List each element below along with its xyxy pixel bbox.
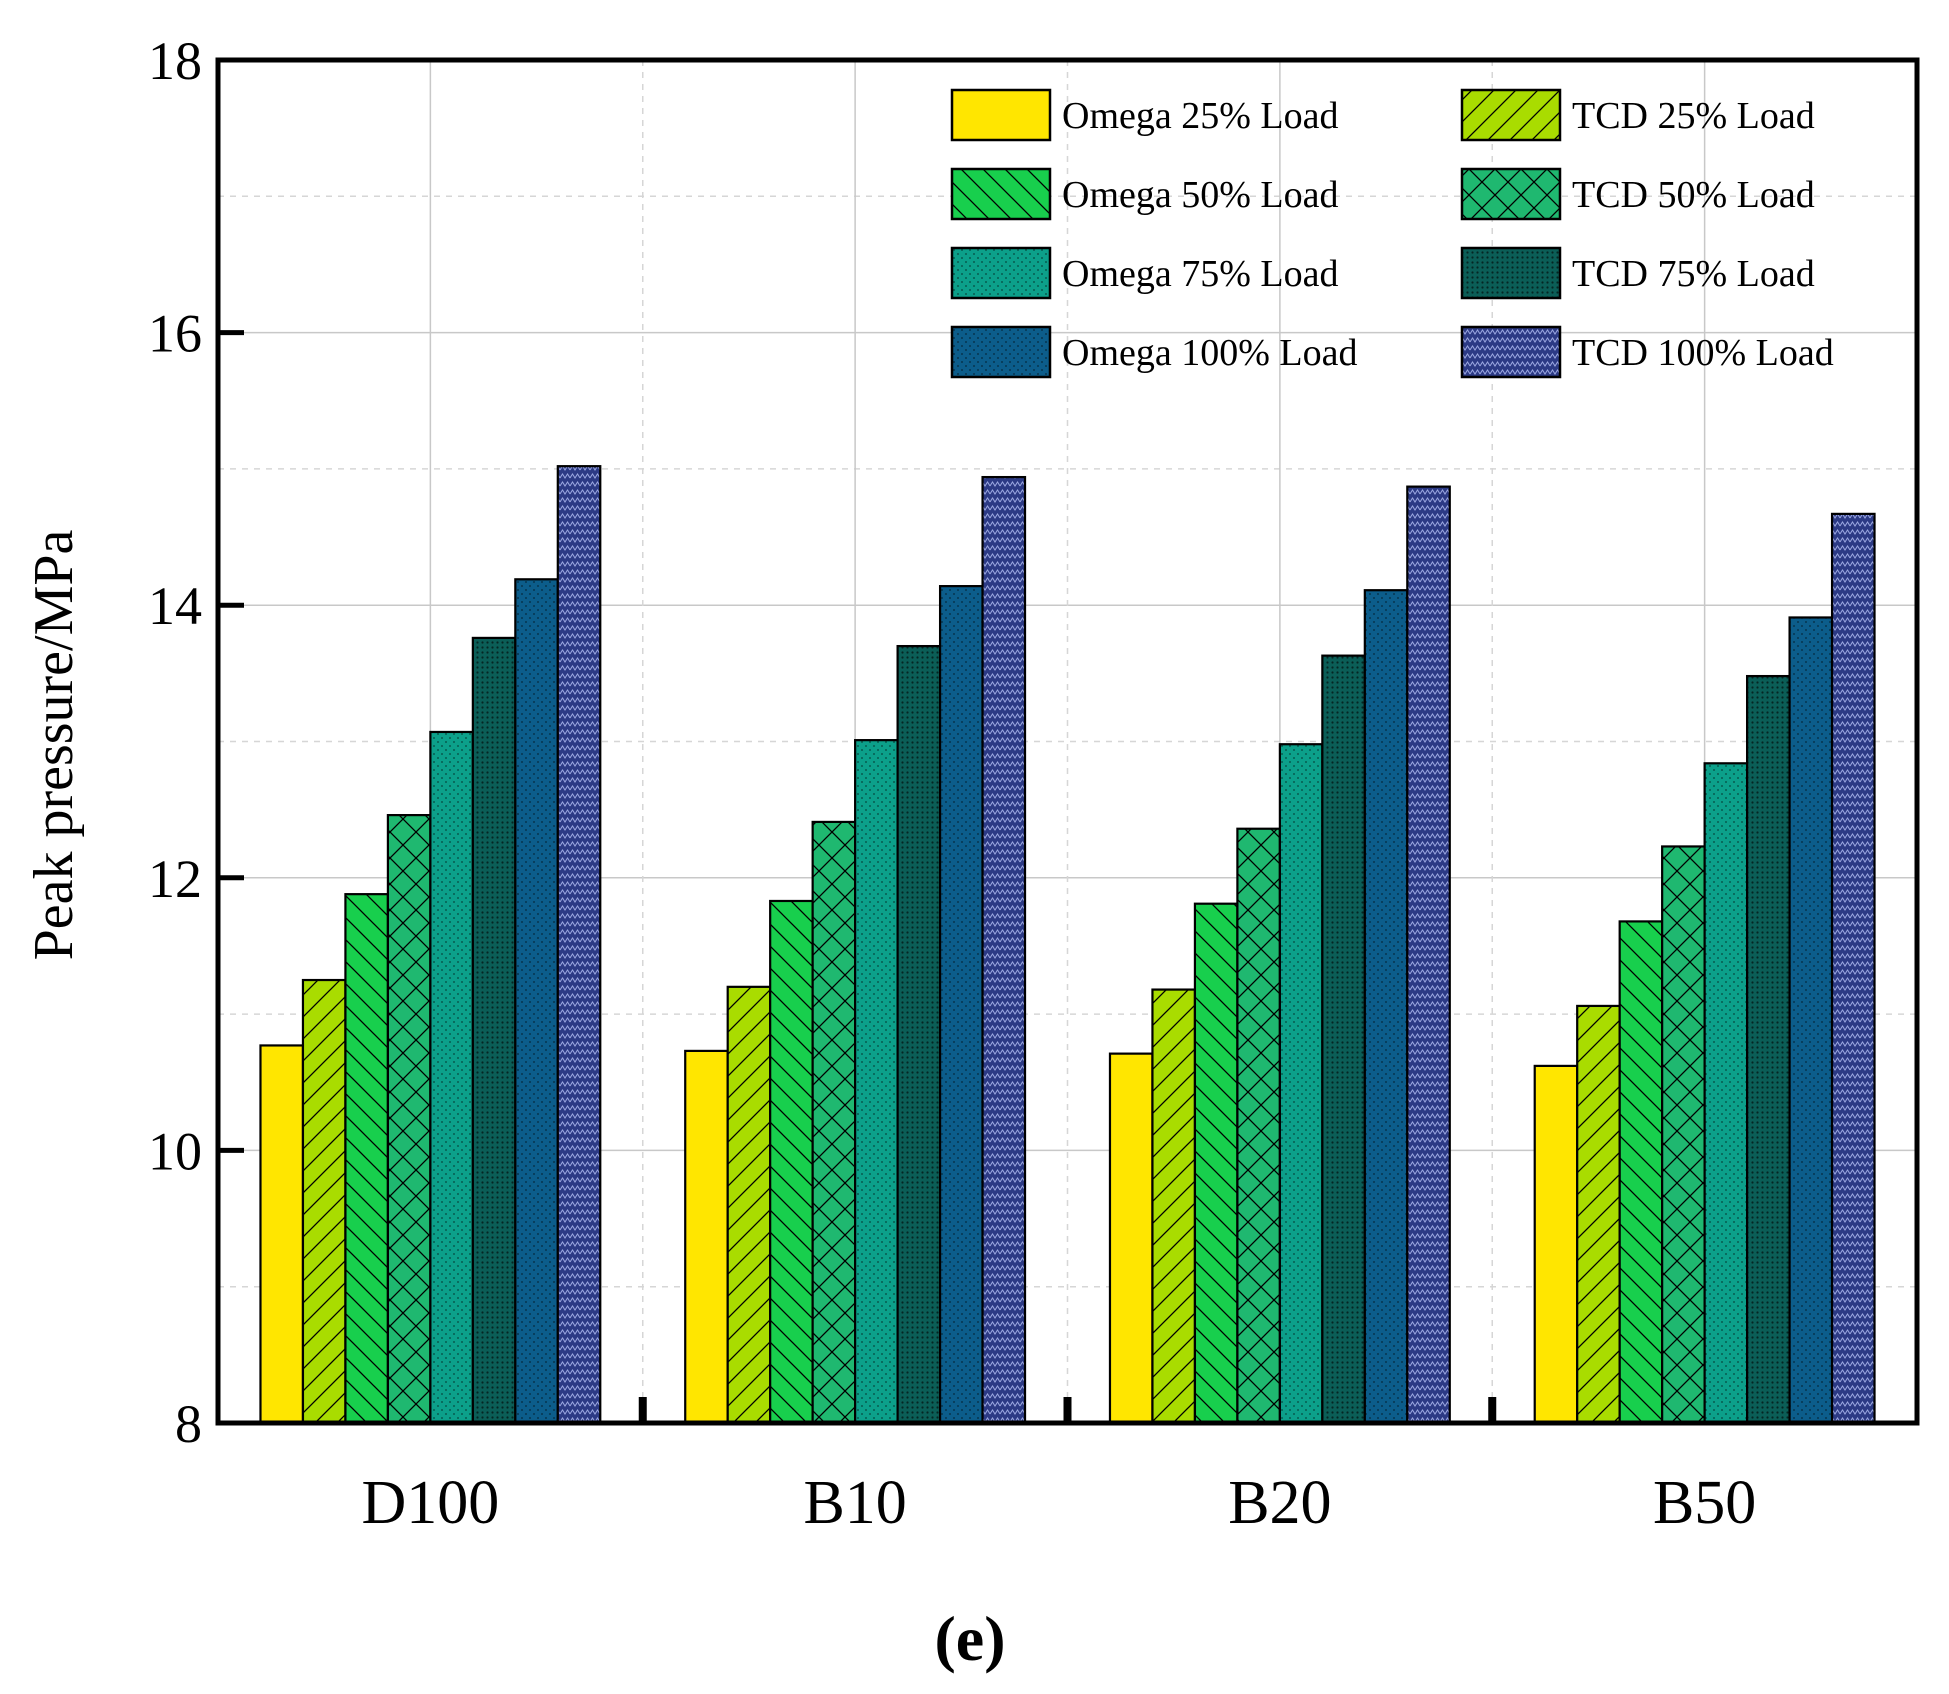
bar-pattern <box>982 477 1026 1423</box>
y-tick-label: 10 <box>148 1121 202 1181</box>
bar-pattern <box>1747 676 1790 1423</box>
legend-item: Omega 25% Load <box>950 88 1338 142</box>
bar-pattern <box>302 980 346 1423</box>
legend-swatch-outline <box>1460 325 1562 379</box>
y-tick-label: 16 <box>148 304 202 364</box>
bar-pattern <box>1662 846 1705 1423</box>
legend-swatch-outline <box>1460 167 1562 221</box>
bar-pattern <box>727 986 771 1423</box>
bar-pattern <box>430 731 473 1423</box>
y-tick-label: 12 <box>148 849 202 909</box>
bar-pattern <box>1789 617 1833 1423</box>
bar-pattern <box>1704 763 1748 1423</box>
x-tick-label: B10 <box>803 1469 906 1537</box>
legend-item: TCD 75% Load <box>1460 246 1815 300</box>
bar-pattern <box>1407 486 1450 1423</box>
legend-label: Omega 100% Load <box>1062 332 1357 374</box>
bar-pattern <box>1619 921 1663 1423</box>
bar-pattern <box>1364 590 1408 1423</box>
bar <box>685 1050 728 1423</box>
legend-item: Omega 50% Load <box>950 167 1338 221</box>
y-tick-label: 18 <box>148 31 202 91</box>
y-tick-label: 14 <box>148 576 202 636</box>
legend-item: TCD 25% Load <box>1460 88 1815 142</box>
legend-swatch-outline <box>950 325 1052 379</box>
legend-swatch-outline <box>950 167 1052 221</box>
legend-item: Omega 75% Load <box>950 246 1338 300</box>
axes: 8 10 12 14 16 18 D100 B10 B20 B50 <box>148 31 1920 1537</box>
bar <box>1534 1065 1578 1423</box>
legend-swatch-pattern <box>952 169 1050 219</box>
legend-label: Omega 25% Load <box>1062 95 1338 137</box>
legend-label: Omega 75% Load <box>1062 253 1338 295</box>
legend-swatch-pattern <box>952 327 1050 377</box>
bar-pattern <box>557 466 601 1423</box>
panel-label: (e) <box>934 1603 1005 1674</box>
x-tick-label: B20 <box>1228 1469 1331 1537</box>
legend-swatch-pattern <box>1462 169 1560 219</box>
bar-pattern <box>1832 513 1875 1423</box>
legend-item: TCD 100% Load <box>1460 325 1834 379</box>
legend-label: TCD 50% Load <box>1572 174 1815 216</box>
bar-pattern <box>515 579 558 1423</box>
bar-pattern <box>345 894 388 1423</box>
bar-pattern <box>897 646 941 1423</box>
bar-pattern <box>812 821 856 1423</box>
bar-pattern <box>1322 655 1365 1423</box>
legend-label: Omega 50% Load <box>1062 174 1338 216</box>
legend-label: TCD 100% Load <box>1572 332 1834 374</box>
bar <box>260 1045 303 1423</box>
legend-label: TCD 75% Load <box>1572 253 1815 295</box>
x-tick-label: D100 <box>361 1469 499 1537</box>
legend: Omega 25% Load TCD 25% Load Omega 50% Load… <box>950 88 1834 379</box>
bar-pattern <box>855 740 898 1423</box>
bar-pattern <box>770 900 813 1423</box>
legend-swatch-pattern <box>1462 248 1560 298</box>
legend-swatch-outline <box>1460 88 1562 142</box>
legend-item: TCD 50% Load <box>1460 167 1815 221</box>
legend-swatch-pattern <box>1462 327 1560 377</box>
legend-swatch-pattern <box>952 248 1050 298</box>
legend-swatch-pattern <box>1462 90 1560 140</box>
y-tick-label: 8 <box>175 1394 202 1454</box>
bar-pattern <box>940 586 983 1423</box>
legend-item: Omega 100% Load <box>950 325 1357 379</box>
x-tick-label: B50 <box>1653 1469 1756 1537</box>
legend-swatch-outline <box>950 246 1052 300</box>
bar <box>1109 1053 1153 1423</box>
bar-pattern <box>1237 828 1280 1423</box>
bar-pattern <box>1194 903 1238 1423</box>
legend-swatch <box>952 90 1050 140</box>
legend-swatch-outline <box>1460 246 1562 300</box>
bar-pattern <box>1152 989 1195 1423</box>
legend-swatch-outline <box>950 88 1052 142</box>
bar-pattern <box>1577 1005 1620 1423</box>
legend-label: TCD 25% Load <box>1572 95 1815 137</box>
bar-pattern <box>472 637 516 1423</box>
bar-pattern <box>1279 744 1323 1423</box>
bars <box>259 465 1876 1425</box>
bar-pattern <box>387 815 431 1423</box>
y-axis-label: Peak pressure/MPa <box>23 529 85 960</box>
